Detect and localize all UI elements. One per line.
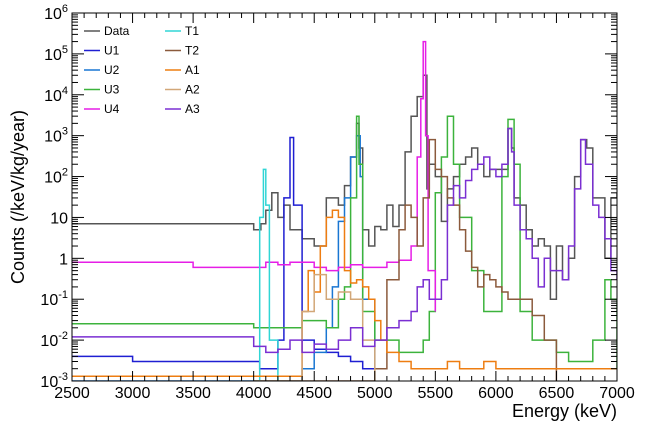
x-tick-label: 4500 bbox=[296, 385, 332, 402]
y-tick-label: 105 bbox=[44, 44, 68, 64]
y-tick-label: 103 bbox=[44, 126, 68, 146]
legend-label-a2: A2 bbox=[185, 83, 200, 97]
legend-label-u3: U3 bbox=[104, 83, 120, 97]
legend-label-t1: T1 bbox=[185, 24, 199, 38]
x-axis-title: Energy (keV) bbox=[512, 401, 617, 421]
y-tick-label: 102 bbox=[44, 167, 68, 187]
series-line-a1 bbox=[72, 209, 617, 378]
series-line-t1 bbox=[253, 168, 279, 381]
series-layer bbox=[72, 40, 617, 381]
y-tick-label: 1 bbox=[59, 251, 68, 268]
plot-frame bbox=[71, 12, 618, 382]
series-line-u1 bbox=[72, 136, 375, 370]
x-tick-label: 7000 bbox=[599, 385, 635, 402]
x-tick-label: 5000 bbox=[357, 385, 393, 402]
y-tick-label: 10-3 bbox=[40, 371, 68, 391]
y-tick-label: 10 bbox=[50, 210, 68, 227]
legend-label-u4: U4 bbox=[104, 102, 120, 116]
y-tick-label: 10-2 bbox=[40, 330, 68, 350]
legend-label-a3: A3 bbox=[185, 102, 200, 116]
x-tick-label: 5500 bbox=[418, 385, 454, 402]
series-line-u4 bbox=[72, 40, 437, 312]
ticks-layer: 2500 3000 3500 4000 4500 5000 5500 6000 6500 7000… bbox=[40, 3, 634, 402]
y-tick-label: 104 bbox=[44, 85, 68, 105]
x-tick-label: 6000 bbox=[478, 385, 514, 402]
y-tick-label: 106 bbox=[44, 3, 68, 23]
legend-label-u2: U2 bbox=[104, 63, 120, 77]
x-tick-label: 3000 bbox=[115, 385, 151, 402]
x-tick-label: 2500 bbox=[54, 385, 90, 402]
legend: Data U1 U2 U3 U4 T1 T2 A1 A2 A3 bbox=[84, 24, 200, 116]
series-line-t2 bbox=[253, 138, 558, 381]
legend-label-u1: U1 bbox=[104, 44, 120, 58]
legend-label-a1: A1 bbox=[185, 63, 200, 77]
y-tick-label: 10-1 bbox=[40, 289, 68, 309]
x-tick-label: 6500 bbox=[539, 385, 575, 402]
x-tick-label: 3500 bbox=[175, 385, 211, 402]
legend-label-data: Data bbox=[104, 24, 130, 38]
series-line-a3 bbox=[72, 127, 617, 354]
x-tick-label: 4000 bbox=[236, 385, 272, 402]
legend-label-t2: T2 bbox=[185, 44, 199, 58]
y-axis-title: Counts (/keV/kg/year) bbox=[8, 110, 28, 284]
